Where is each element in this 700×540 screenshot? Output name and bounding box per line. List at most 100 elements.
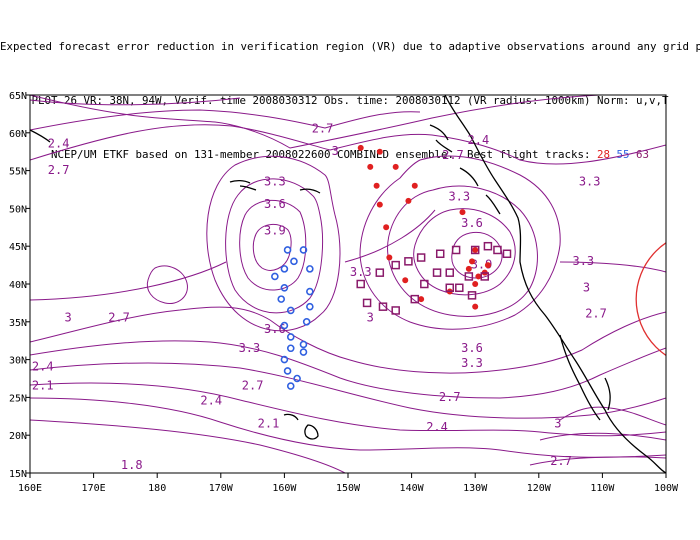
x-tick-label: 130W	[463, 483, 488, 494]
header-line-2: PLOT 26 VR: 38N, 94W, Verif. time 200803…	[31, 94, 669, 107]
x-tick-label: 180	[148, 483, 166, 494]
contour-label: 3.3	[461, 356, 483, 370]
track-63-point	[480, 272, 489, 281]
contour-label: 3.3	[448, 190, 470, 204]
contour-line	[30, 340, 666, 399]
contour-label: 2.4	[468, 133, 490, 147]
track-28-point	[472, 303, 479, 310]
track-63-point	[378, 302, 388, 311]
coastlines	[30, 95, 666, 473]
track-55-point	[306, 287, 314, 296]
track-28-point	[383, 224, 390, 231]
coastline	[229, 179, 257, 191]
track-63-point	[391, 260, 400, 270]
track-55-point	[286, 382, 295, 390]
track-63-point	[470, 245, 480, 255]
header-line-3-text: NCEP/UM ETKF based on 131-member 2008022…	[50, 148, 597, 161]
track-63-point	[375, 268, 385, 277]
coastline	[459, 167, 501, 215]
contour-label: 3.6	[264, 322, 286, 336]
x-tick-label: 150W	[336, 483, 361, 494]
track-28-point	[472, 246, 479, 253]
x-tick-label: 170W	[209, 483, 234, 494]
y-tick-label: 35N	[9, 318, 27, 329]
contour-label: 3.3	[579, 174, 601, 188]
x-tick-label: 120W	[527, 483, 552, 494]
track-28-point	[472, 281, 479, 287]
y-tick-label: 20N	[9, 431, 27, 442]
track-55-point	[299, 340, 308, 349]
track-28-point	[392, 163, 399, 170]
contour-line	[30, 95, 601, 149]
contour-line	[239, 199, 307, 291]
contour-line	[30, 209, 666, 301]
contour-line	[539, 432, 666, 441]
track-63-point	[493, 245, 502, 255]
track-55-point	[277, 295, 286, 303]
contour-label: 2.7	[312, 122, 334, 136]
contour-label: 3.3	[350, 265, 372, 279]
y-tick-label: 55N	[9, 167, 27, 178]
x-tick-label: 160E	[18, 483, 42, 494]
track-28-point	[357, 144, 364, 151]
track-63-point	[483, 241, 493, 251]
x-tick-label: 110W	[590, 483, 615, 494]
contour-label: 3	[367, 311, 374, 325]
contour-label: 2.7	[550, 454, 572, 468]
track-28-point	[376, 148, 383, 155]
contour-label: 2.7	[439, 390, 461, 404]
y-tick-label: 30N	[9, 356, 27, 367]
contour-line	[359, 155, 561, 330]
track-63-point	[464, 272, 474, 281]
track-55-point	[299, 348, 308, 356]
coastline	[30, 129, 51, 143]
contour-line	[225, 178, 324, 314]
track-55-label: 55	[616, 148, 630, 161]
track-55-point	[293, 374, 301, 383]
contour-label: 2.4	[48, 137, 70, 151]
track-63-point	[391, 306, 400, 315]
flight-tracks	[271, 144, 512, 390]
track-28-point	[465, 265, 472, 272]
coastline	[604, 377, 611, 411]
track-63-point	[451, 245, 461, 255]
contour-label: 2.4	[426, 420, 448, 434]
contour-line	[559, 406, 666, 426]
x-tick-label: 100W	[654, 483, 679, 494]
y-tick-label: 45N	[9, 242, 27, 253]
contour-label: 2.7	[242, 379, 264, 393]
contour-label: 2.1	[32, 379, 54, 393]
y-axis: 65N 60N 55N 50N 45N 40N 35N 30N 25N 20N 15N	[9, 91, 30, 480]
track-55-point	[283, 367, 292, 375]
y-tick-label: 40N	[9, 280, 27, 291]
contour-line	[30, 397, 666, 458]
contour-label: 2.7	[108, 311, 130, 325]
coastline	[559, 334, 601, 421]
contour-line	[30, 382, 666, 437]
track-55-point	[299, 246, 308, 254]
x-tick-label: 170E	[82, 483, 106, 494]
track-55-point	[302, 317, 311, 326]
track-63-point	[420, 279, 429, 289]
contour-lines	[30, 95, 666, 473]
contour-label: 3.6	[461, 341, 483, 355]
contour-label: 2.4	[32, 360, 54, 374]
track-28-label: 28	[596, 148, 610, 161]
contour-line	[146, 265, 188, 305]
track-28-point	[402, 277, 409, 284]
track-55-point	[280, 321, 289, 330]
track-63-point	[455, 283, 464, 293]
contour-line	[206, 155, 341, 332]
contour-label: 3	[554, 416, 561, 430]
track-28-point	[459, 209, 466, 216]
track-55-point	[280, 283, 289, 292]
contour-label: 2.7	[585, 307, 607, 321]
x-tick-label: 140W	[400, 483, 425, 494]
contour-label: 2.7	[442, 148, 464, 162]
track-28-point	[405, 197, 412, 204]
track-63-point	[445, 268, 455, 277]
track-63-point	[502, 249, 512, 259]
contour-label: 2.1	[258, 416, 280, 430]
y-tick-label: 60N	[9, 129, 27, 140]
